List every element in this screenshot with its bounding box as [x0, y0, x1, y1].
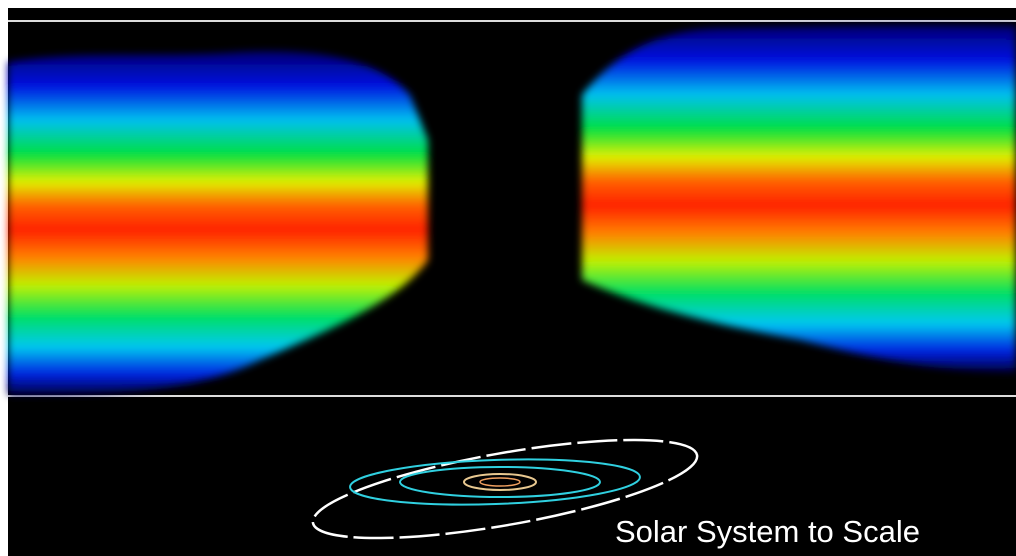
caption: Solar System to Scale: [615, 514, 920, 549]
page: Solar System to Scale (() => { const dat…: [0, 0, 1016, 556]
visualization: Solar System to Scale: [0, 0, 1016, 556]
